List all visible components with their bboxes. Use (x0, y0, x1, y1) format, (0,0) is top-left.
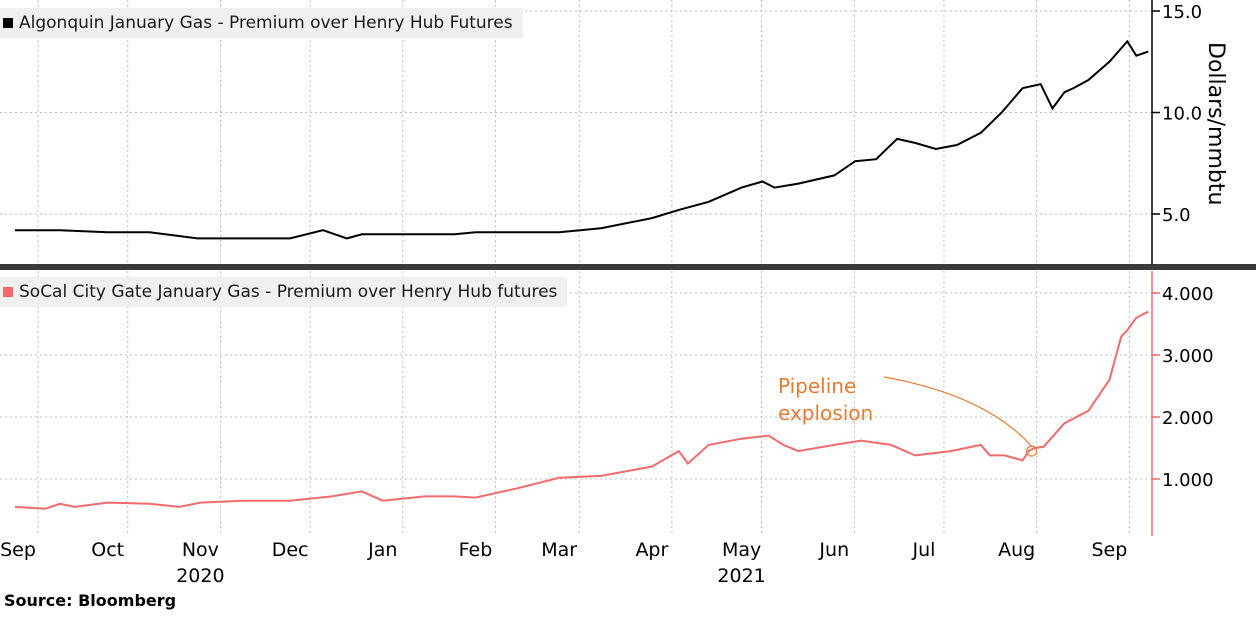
bottom-panel-grid (0, 271, 1152, 536)
y-axis-label: Dollars/mmbtu (1203, 42, 1228, 205)
bottom-y-ticks: 1.000 2.000 3.000 4.000 (1152, 284, 1214, 491)
legend-bottom: SoCal City Gate January Gas - Premium ov… (0, 277, 568, 307)
socal-series-line (14, 310, 1149, 510)
x-tick-label: Jun (818, 539, 849, 561)
year-label: 2020 (176, 565, 224, 587)
annotation-pipeline-explosion: Pipeline explosion (778, 374, 874, 425)
algonquin-series-line (15, 39, 1149, 240)
y-tick-label: 10.0 (1162, 104, 1202, 125)
y-tick-label: 5.0 (1162, 205, 1191, 226)
x-tick-label: Jan (367, 539, 397, 561)
x-tick-label: Sep (0, 539, 36, 561)
y-tick-label: 15.0 (1162, 2, 1202, 23)
x-tick-label: Aug (998, 539, 1035, 561)
panel-divider (0, 264, 1256, 270)
year-label: 2021 (717, 565, 765, 587)
y-tick-label: 4.000 (1162, 284, 1214, 305)
x-tick-label: Oct (91, 539, 124, 561)
top-panel-grid (0, 0, 1152, 264)
legend-swatch-black (3, 18, 13, 28)
x-tick-label: Mar (541, 539, 577, 561)
x-tick-label: May (722, 539, 761, 561)
annotation-marker (1026, 445, 1038, 457)
legend-swatch-red (3, 287, 13, 297)
x-tick-label: Nov (182, 539, 219, 561)
y-tick-label: 2.000 (1162, 408, 1214, 429)
legend-label-socal: SoCal City Gate January Gas - Premium ov… (19, 282, 558, 302)
y-tick-label: 1.000 (1162, 470, 1214, 491)
y-tick-label: 3.000 (1162, 346, 1214, 367)
x-tick-label: Apr (635, 539, 668, 561)
top-y-ticks: 5.0 10.0 15.0 (1152, 2, 1202, 226)
legend-top: Algonquin January Gas - Premium over Hen… (0, 8, 523, 38)
x-axis-ticks: Sep Oct Nov Dec Jan Feb Mar Apr May Jun Jul Aug Sep 2… (0, 539, 1127, 587)
annotation-arrow (883, 376, 1033, 447)
source-note: Source: Bloomberg (4, 591, 177, 610)
x-tick-label: Jul (912, 539, 936, 561)
legend-label-algonquin: Algonquin January Gas - Premium over Hen… (19, 13, 513, 33)
x-tick-label: Dec (272, 539, 309, 561)
x-tick-label: Sep (1091, 539, 1127, 561)
x-tick-label: Feb (459, 539, 493, 561)
